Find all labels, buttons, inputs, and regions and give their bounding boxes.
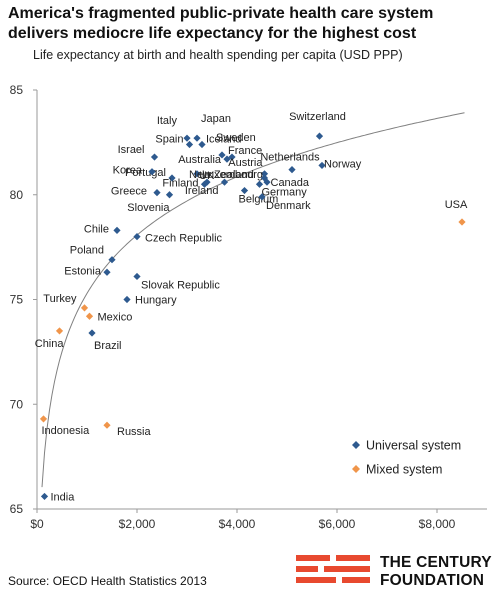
- chart-title: America's fragmented public-private heal…: [8, 5, 434, 42]
- data-point-new-zealand: [193, 170, 201, 178]
- point-label-sweden: Sweden: [216, 132, 256, 144]
- point-label-japan: Japan: [201, 113, 231, 125]
- legend-marker-mixed: [352, 465, 360, 473]
- data-point-canada: [260, 174, 269, 182]
- point-label-turkey: Turkey: [43, 293, 77, 305]
- data-point-poland: [108, 256, 116, 264]
- data-point-chile: [113, 226, 121, 234]
- data-point-sweden: [218, 151, 226, 159]
- point-label-netherlands: Netherlands: [260, 152, 320, 164]
- point-label-russia: Russia: [117, 426, 152, 438]
- data-point-iceland: [198, 140, 206, 149]
- data-point-russia: [103, 421, 111, 429]
- y-tick-label: 65: [10, 502, 24, 516]
- point-label-czech-republic: Czech Republic: [145, 233, 223, 245]
- data-point-germany: [255, 180, 264, 188]
- data-point-greece: [153, 189, 161, 197]
- point-label-iceland: Iceland: [206, 133, 241, 145]
- data-point-turkey: [80, 304, 89, 312]
- data-point-china: [55, 327, 64, 335]
- x-tick-label: $2,000: [119, 517, 156, 531]
- point-label-hungary: Hungary: [135, 295, 177, 307]
- point-label-uk: UK: [199, 170, 215, 182]
- data-point-australia: [223, 155, 231, 163]
- data-point-spain: [185, 140, 194, 149]
- data-point-korea: [148, 168, 156, 176]
- point-label-china: China: [35, 338, 65, 350]
- point-label-brazil: Brazil: [94, 340, 122, 352]
- point-label-france: France: [228, 145, 262, 157]
- point-label-spain: Spain: [155, 133, 183, 145]
- point-label-mexico: Mexico: [98, 311, 133, 323]
- logo-line-1: THE CENTURY: [380, 554, 492, 571]
- data-point-denmark: [258, 193, 266, 201]
- data-point-indonesia: [39, 415, 48, 423]
- point-label-indonesia: Indonesia: [42, 425, 91, 437]
- data-point-estonia: [103, 268, 111, 276]
- data-point-india: [40, 492, 49, 501]
- data-point-czech-republic: [133, 233, 141, 241]
- point-label-finland: Finland: [162, 177, 198, 189]
- point-label-korea: Korea: [113, 165, 143, 177]
- data-point-israel: [150, 153, 159, 161]
- point-label-canada: Canada: [271, 177, 310, 189]
- point-label-austria: Austria: [228, 157, 263, 169]
- data-point-slovenia: [165, 191, 174, 199]
- century-foundation-logo: THE CENTURY FOUNDATION: [296, 550, 496, 596]
- point-label-greece: Greece: [111, 186, 147, 198]
- legend-label-universal: Universal system: [366, 439, 461, 453]
- data-point-hungary: [123, 295, 131, 304]
- data-point-netherlands: [288, 166, 296, 174]
- data-point-norway: [318, 161, 326, 170]
- point-label-italy: Italy: [157, 115, 178, 127]
- point-label-israel: Israel: [118, 144, 145, 156]
- data-point-brazil: [88, 329, 96, 337]
- point-label-denmark: Denmark: [266, 200, 311, 212]
- chart-subtitle: Life expectancy at birth and health spen…: [33, 48, 403, 62]
- point-label-germany: Germany: [262, 186, 308, 198]
- data-point-finland: [200, 180, 209, 188]
- x-tick-label: $0: [30, 517, 44, 531]
- data-point-belgium: [240, 186, 249, 195]
- data-point-austria: [260, 170, 269, 178]
- point-label-slovenia: Slovenia: [127, 202, 170, 214]
- point-label-usa: USA: [445, 199, 468, 211]
- point-label-norway: Norway: [324, 158, 362, 170]
- legend-marker-universal: [352, 441, 360, 449]
- point-label-ireland: Ireland: [185, 185, 219, 197]
- scatter-chart: 65 70 75 80 85 $0 $2,000 $4,000 $6,000 $8,000 Japa…: [10, 83, 487, 531]
- y-tick-label: 85: [10, 83, 24, 97]
- data-point-usa: [458, 218, 466, 226]
- data-point-ireland: [220, 178, 229, 186]
- point-label-india: India: [51, 491, 76, 503]
- logo-text: THE CENTURY FOUNDATION: [380, 554, 492, 590]
- logo-line-2: FOUNDATION: [380, 572, 485, 589]
- y-tick-label: 75: [10, 293, 24, 307]
- legend-label-mixed: Mixed system: [366, 463, 442, 477]
- x-tick-label: $8,000: [419, 517, 456, 531]
- point-label-estonia: Estonia: [64, 265, 102, 277]
- point-label-luxembourg: Luxembourg: [202, 169, 263, 181]
- data-point-slovak-republic: [133, 272, 141, 281]
- point-label-new-zealand: New Zealand: [189, 169, 254, 181]
- y-tick-label: 70: [10, 397, 24, 411]
- data-point-italy: [183, 134, 191, 142]
- x-tick-label: $4,000: [219, 517, 256, 531]
- y-tick-label: 80: [10, 188, 24, 202]
- source-note: Source: OECD Health Statistics 2013: [8, 574, 207, 588]
- point-label-australia: Australia: [178, 154, 222, 166]
- point-label-poland: Poland: [70, 245, 104, 257]
- point-label-chile: Chile: [84, 223, 109, 235]
- data-point-portugal: [168, 174, 176, 182]
- point-label-slovak-republic: Slovak Republic: [141, 279, 220, 291]
- point-label-switzerland: Switzerland: [289, 111, 346, 123]
- data-point-switzerland: [315, 132, 324, 140]
- point-label-portugal: Portugal: [125, 167, 166, 179]
- x-tick-label: $6,000: [319, 517, 356, 531]
- data-point-mexico: [85, 312, 94, 320]
- data-point-japan: [193, 134, 201, 142]
- logo-mark-icon: [296, 555, 370, 583]
- point-label-belgium: Belgium: [239, 194, 279, 206]
